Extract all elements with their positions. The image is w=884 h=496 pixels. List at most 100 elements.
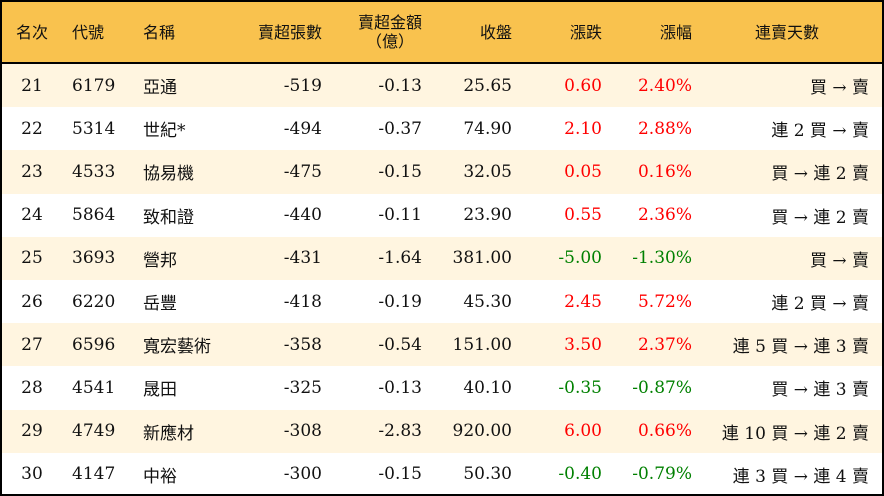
table-row: 23 4533 協易機 -475 -0.15 32.05 0.05 0.16% 買 → 連 2 …	[2, 150, 882, 194]
cell-streak: 連 3 買 → 連 4 賣	[732, 466, 869, 487]
cell-pct: -1.30%	[632, 248, 692, 269]
cell-amount: -0.13	[378, 75, 422, 96]
cell-code: 4749	[72, 421, 116, 442]
cell-name: 寬宏藝術	[143, 337, 211, 358]
cell-close: 40.10	[463, 377, 512, 398]
cell-change: 2.45	[564, 291, 602, 312]
cell-amount: -1.64	[378, 248, 422, 269]
cell-streak: 連 10 買 → 連 2 賣	[721, 423, 869, 444]
cell-shares: -325	[283, 377, 322, 398]
cell-name: 中裕	[143, 466, 177, 487]
cell-change: 0.55	[564, 205, 602, 226]
cell-close: 45.30	[463, 291, 512, 312]
cell-code: 5314	[72, 118, 116, 139]
cell-shares: -440	[283, 205, 322, 226]
cell-close: 381.00	[452, 248, 512, 269]
cell-close: 50.30	[463, 464, 512, 485]
cell-change: 3.50	[564, 334, 602, 355]
header-rank: 名次	[15, 22, 48, 42]
table-row: 21 6179 亞通 -519 -0.13 25.65 0.60 2.40% 買 → 賣	[2, 64, 882, 108]
header-amount: 賣超金額 （億）	[357, 13, 422, 51]
cell-code: 4147	[72, 464, 116, 485]
cell-name: 協易機	[143, 164, 194, 185]
cell-change: 0.60	[564, 75, 602, 96]
cell-shares: -308	[283, 421, 322, 442]
cell-rank: 22	[21, 118, 43, 139]
cell-code: 5864	[72, 205, 116, 226]
cell-rank: 29	[21, 421, 43, 442]
table-row: 24 5864 致和證 -440 -0.11 23.90 0.55 2.36% 買 → 連 2 …	[2, 194, 882, 237]
cell-name: 營邦	[143, 250, 177, 271]
cell-streak: 買 → 賣	[809, 250, 869, 271]
table-row: 22 5314 世紀* -494 -0.37 74.90 2.10 2.88% 連 2 買 → …	[2, 107, 882, 150]
cell-name: 致和證	[143, 207, 194, 228]
cell-change: 2.10	[564, 118, 602, 139]
cell-rank: 30	[21, 464, 43, 485]
cell-amount: -0.15	[378, 464, 422, 485]
cell-code: 6596	[72, 334, 116, 355]
cell-rank: 24	[21, 205, 43, 226]
cell-code: 4541	[72, 377, 116, 398]
header-close: 收盤	[479, 22, 512, 42]
cell-close: 151.00	[452, 334, 512, 355]
cell-name: 新應材	[143, 423, 194, 444]
cell-streak: 連 5 買 → 連 3 賣	[732, 337, 869, 358]
cell-amount: -0.15	[378, 161, 422, 182]
cell-pct: -0.87%	[632, 377, 692, 398]
table-row: 29 4749 新應材 -308 -2.83 920.00 6.00 0.66% 連 10 買 …	[2, 409, 882, 453]
cell-shares: -519	[283, 75, 322, 96]
cell-shares: -300	[283, 464, 322, 485]
header-shares: 賣超張數	[257, 22, 322, 42]
cell-name: 晟田	[143, 380, 177, 401]
cell-change: 0.05	[564, 161, 602, 182]
cell-streak: 買 → 賣	[809, 78, 869, 99]
header-name: 名稱	[143, 22, 176, 42]
table-row: 28 4541 晟田 -325 -0.13 40.10 -0.35 -0.87% 買 → 連 3…	[2, 366, 882, 409]
cell-streak: 買 → 連 2 賣	[771, 164, 869, 185]
cell-rank: 26	[21, 291, 43, 312]
cell-close: 23.90	[463, 205, 512, 226]
cell-pct: 2.40%	[637, 75, 692, 96]
cell-shares: -475	[283, 161, 322, 182]
cell-code: 4533	[72, 161, 116, 182]
cell-streak: 買 → 連 3 賣	[771, 380, 869, 401]
cell-close: 25.65	[463, 75, 512, 96]
cell-streak: 買 → 連 2 賣	[771, 207, 869, 228]
cell-close: 920.00	[452, 421, 512, 442]
cell-amount: -0.37	[378, 118, 422, 139]
cell-name: 世紀*	[143, 121, 186, 142]
cell-streak: 連 2 買 → 賣	[771, 121, 869, 142]
cell-shares: -418	[283, 291, 322, 312]
cell-name: 岳豐	[143, 294, 177, 315]
cell-rank: 27	[21, 334, 43, 355]
cell-pct: 2.36%	[637, 205, 692, 226]
cell-pct: 2.37%	[637, 334, 692, 355]
cell-amount: -0.54	[378, 334, 422, 355]
cell-rank: 25	[21, 248, 43, 269]
header-streak: 連賣天數	[754, 22, 819, 42]
cell-pct: -0.79%	[632, 464, 692, 485]
cell-amount: -0.19	[378, 291, 422, 312]
header-code: 代號	[72, 22, 105, 42]
cell-code: 3693	[72, 248, 116, 269]
cell-shares: -494	[283, 118, 322, 139]
cell-change: 6.00	[564, 421, 602, 442]
table-row: 30 4147 中裕 -300 -0.15 50.30 -0.40 -0.79% 連 3 買 →…	[2, 453, 882, 496]
cell-change: -0.35	[558, 377, 602, 398]
cell-code: 6179	[72, 75, 116, 96]
cell-pct: 0.66%	[637, 421, 692, 442]
cell-shares: -358	[283, 334, 322, 355]
cell-rank: 21	[21, 75, 43, 96]
cell-streak: 連 2 買 → 賣	[771, 294, 869, 315]
table-row: 25 3693 營邦 -431 -1.64 381.00 -5.00 -1.30% 買 → 賣	[2, 236, 882, 280]
cell-rank: 23	[21, 161, 43, 182]
table-row: 27 6596 寬宏藝術 -358 -0.54 151.00 3.50 2.37% 連 5 買 …	[2, 323, 882, 367]
cell-name: 亞通	[143, 78, 177, 99]
cell-close: 74.90	[463, 118, 512, 139]
cell-pct: 2.88%	[637, 118, 692, 139]
cell-pct: 0.16%	[637, 161, 692, 182]
cell-amount: -2.83	[378, 421, 422, 442]
cell-close: 32.05	[463, 161, 512, 182]
cell-amount: -0.11	[378, 205, 422, 226]
